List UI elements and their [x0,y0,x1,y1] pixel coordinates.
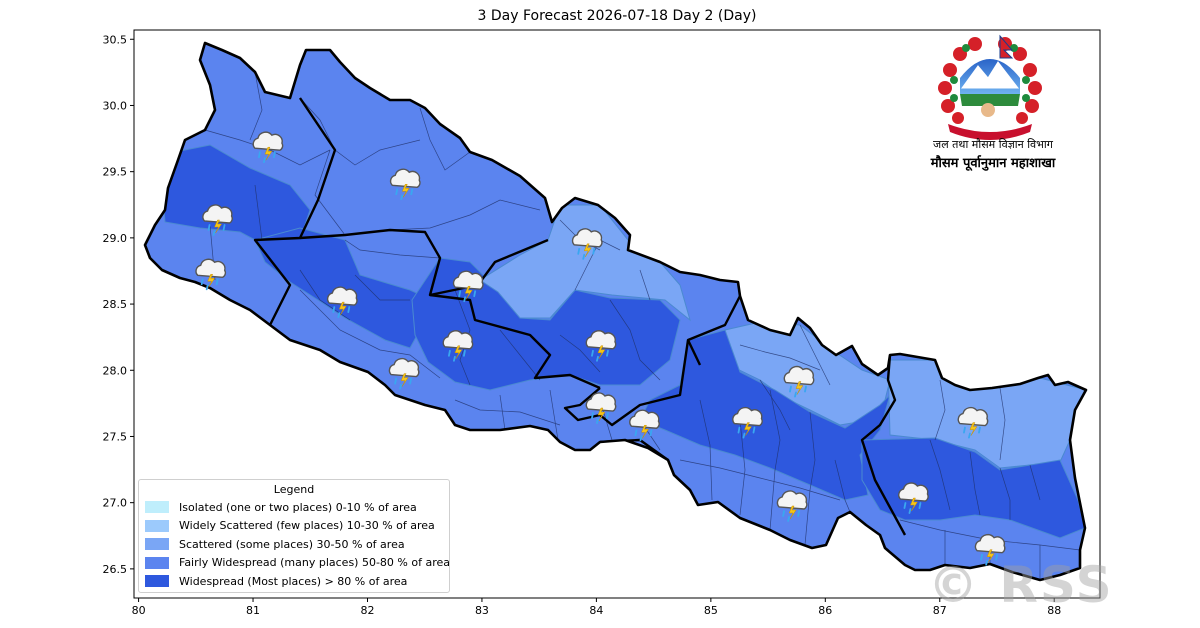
legend-title: Legend [273,483,315,496]
y-tick-label: 28.0 [103,364,128,377]
map-title: 3 Day Forecast 2026-07-18 Day 2 (Day) [477,8,757,24]
y-tick-label: 27.0 [103,497,128,510]
y-tick-label: 30.0 [103,99,128,112]
thunderstorm-rain-icon [957,406,989,439]
thunderstorm-rain-icon [202,204,233,236]
y-tick-label: 28.5 [103,298,128,311]
legend-swatch [145,519,169,532]
y-tick-label: 29.5 [103,166,128,179]
thunderstorm-rain-icon [776,490,808,522]
legend-label: Widespread (Most places) > 80 % of area [179,574,408,588]
legend-swatch [145,538,169,551]
zone-koshi-south [861,437,1086,539]
zone-gandaki-north [479,204,691,322]
legend-label: Isolated (one or two places) 0-10 % of a… [179,500,417,514]
thunderstorm-rain-icon [388,357,420,390]
nepal-outline [143,41,1088,582]
y-tick-label: 29.0 [103,232,128,245]
y-axis: 30.5 30.0 29.5 29.0 28.5 28.0 27.5 27.0 26.5 [103,33,134,576]
y-tick-label: 27.5 [103,430,128,443]
legend-swatch [145,556,169,569]
x-tick-label: 85 [704,604,718,617]
thunderstorm-rain-icon [195,258,227,291]
thunderstorm-rain-icon [252,131,284,164]
legend-label: Scattered (some places) 30-50 % of area [179,537,405,551]
thunderstorm-rain-icon [585,392,617,424]
legend-item-scattered: Scattered (some places) 30-50 % of area [145,535,443,554]
thunderstorm-rain-icon [571,228,603,260]
legend-item-fairly-widespread: Fairly Widespread (many places) 50-80 % … [145,554,450,573]
legend-label: Widely Scattered (few places) 10-30 % of… [179,519,435,533]
x-tick-label: 84 [589,604,603,617]
government-emblem-icon [938,34,1042,140]
x-tick-label: 82 [360,604,374,617]
x-tick-label: 81 [246,604,260,617]
legend: Legend Isolated (one or two places) 0-10… [138,479,450,593]
thunderstorm-rain-icon [327,286,358,318]
y-tick-label: 30.5 [103,33,128,46]
thunderstorm-rain-icon [629,409,660,442]
nepal-map [143,41,1088,582]
division-name: मौसम पूर्वानुमान महाशाखा [930,156,1056,171]
thunderstorm-rain-icon [783,365,815,398]
x-tick-label: 83 [475,604,489,617]
legend-swatch [145,575,169,588]
x-tick-label: 86 [818,604,832,617]
thunderstorm-rain-icon [452,270,484,303]
legend-item-widespread: Widespread (Most places) > 80 % of area [145,572,443,591]
thunderstorm-rain-icon [585,330,617,362]
thunderstorm-rain-icon [898,482,929,514]
weather-icons [195,131,1006,566]
legend-label: Fairly Widespread (many places) 50-80 % … [179,556,450,570]
thunderstorm-rain-icon [389,168,421,201]
x-tick-label: 88 [1047,604,1061,617]
x-axis: 80 81 82 83 84 85 86 87 88 [132,598,1061,617]
thunderstorm-rain-icon [974,533,1006,566]
forecast-zones [159,144,1086,539]
x-tick-label: 87 [933,604,947,617]
thunderstorm-rain-icon [442,330,474,362]
thunderstorm-rain-icon [732,406,763,439]
department-name: जल तथा मौसम विज्ञान विभाग [933,138,1053,151]
legend-item-widely-scattered: Widely Scattered (few places) 10-30 % of… [145,517,443,536]
legend-swatch [145,501,169,514]
legend-item-isolated: Isolated (one or two places) 0-10 % of a… [145,498,443,517]
watermark: © RSS [928,556,1114,614]
y-tick-label: 26.5 [103,563,128,576]
x-tick-label: 80 [132,604,146,617]
